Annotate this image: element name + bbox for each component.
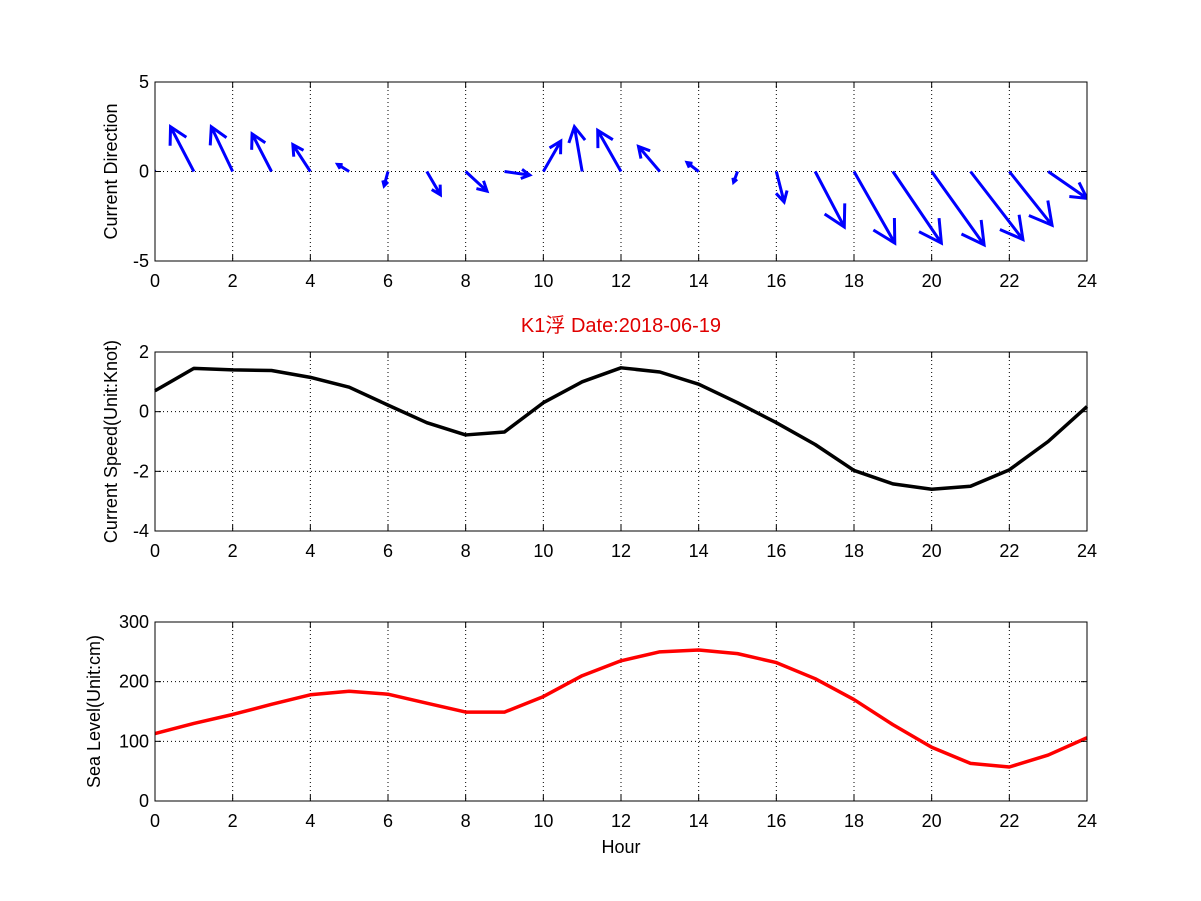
- x-tick-label: 12: [611, 541, 631, 561]
- x-tick-label: 0: [150, 541, 160, 561]
- x-tick-label: 20: [922, 271, 942, 291]
- x-tick-label: 16: [766, 541, 786, 561]
- y-tick-label: -4: [133, 521, 149, 541]
- x-tick-label: 12: [611, 811, 631, 831]
- x-tick-label: 6: [383, 541, 393, 561]
- current-arrow: [542, 138, 563, 173]
- x-tick-label: 16: [766, 271, 786, 291]
- current-arrow: [250, 131, 273, 173]
- y-axis-label: Current Direction: [101, 103, 121, 239]
- x-tick-label: 14: [689, 271, 709, 291]
- current-arrow: [731, 170, 739, 186]
- current-arrow: [168, 123, 196, 173]
- x-tick-label: 10: [533, 271, 553, 291]
- x-tick-label: 22: [999, 811, 1019, 831]
- y-tick-label: 0: [139, 162, 149, 182]
- x-tick-label: 6: [383, 271, 393, 291]
- x-tick-label: 8: [461, 811, 471, 831]
- x-tick-label: 24: [1077, 271, 1097, 291]
- current-arrow: [684, 160, 700, 173]
- x-tick-label: 4: [305, 271, 315, 291]
- y-tick-label: 0: [139, 402, 149, 422]
- x-tick-label: 0: [150, 271, 160, 291]
- current-arrow: [291, 142, 312, 173]
- current-arrow: [567, 123, 587, 172]
- y-tick-label: 100: [119, 731, 149, 751]
- x-tick-label: 18: [844, 541, 864, 561]
- x-tick-label: 8: [461, 541, 471, 561]
- current-arrow: [891, 170, 944, 246]
- y-tick-label: 0: [139, 791, 149, 811]
- x-tick-label: 20: [922, 811, 942, 831]
- x-tick-label: 6: [383, 811, 393, 831]
- x-tick-label: 10: [533, 541, 553, 561]
- x-axis-label: Hour: [601, 837, 640, 857]
- y-tick-label: 300: [119, 612, 149, 632]
- x-tick-label: 18: [844, 271, 864, 291]
- x-tick-label: 12: [611, 271, 631, 291]
- current-arrow: [208, 123, 235, 173]
- x-tick-label: 14: [689, 811, 709, 831]
- current-arrow: [464, 170, 490, 194]
- x-tick-label: 22: [999, 541, 1019, 561]
- current-arrow: [1047, 170, 1087, 200]
- current-arrow: [596, 127, 623, 173]
- current-arrow: [381, 171, 390, 189]
- x-tick-label: 24: [1077, 811, 1097, 831]
- y-tick-label: -5: [133, 251, 149, 271]
- y-axis-label: Sea Level(Unit:cm): [84, 635, 104, 788]
- y-tick-label: 200: [119, 672, 149, 692]
- x-tick-label: 20: [922, 541, 942, 561]
- plot-area: [155, 352, 1087, 531]
- current-arrow: [504, 168, 533, 180]
- x-tick-label: 22: [999, 271, 1019, 291]
- current-arrow: [1008, 170, 1054, 228]
- x-tick-label: 2: [228, 271, 238, 291]
- current-arrow: [636, 144, 661, 173]
- y-axis-label: Current Speed(Unit:Knot): [101, 340, 121, 543]
- current-arrow: [334, 162, 350, 173]
- x-tick-label: 10: [533, 811, 553, 831]
- current-arrow: [930, 170, 986, 248]
- current-arrow: [774, 171, 789, 205]
- x-tick-label: 14: [689, 541, 709, 561]
- x-tick-label: 4: [305, 541, 315, 561]
- current-arrow: [969, 170, 1025, 242]
- sea-level-line: [154, 648, 1088, 769]
- x-tick-label: 2: [228, 541, 238, 561]
- quiver-arrows: [155, 123, 1087, 248]
- x-tick-label: 8: [461, 271, 471, 291]
- plot-area: [155, 622, 1087, 801]
- x-tick-label: 2: [228, 811, 238, 831]
- x-tick-label: 4: [305, 811, 315, 831]
- figure-title: K1浮 Date:2018-06-19: [521, 314, 721, 337]
- x-tick-label: 24: [1077, 541, 1097, 561]
- y-tick-label: 2: [139, 342, 149, 362]
- x-tick-label: 0: [150, 811, 160, 831]
- current-arrow: [852, 170, 897, 246]
- x-tick-label: 18: [844, 811, 864, 831]
- current-speed-line: [154, 366, 1089, 491]
- y-tick-label: 5: [139, 72, 149, 92]
- current-arrow: [813, 170, 847, 230]
- y-tick-label: -2: [133, 461, 149, 481]
- current-arrow: [425, 170, 442, 198]
- x-tick-label: 16: [766, 811, 786, 831]
